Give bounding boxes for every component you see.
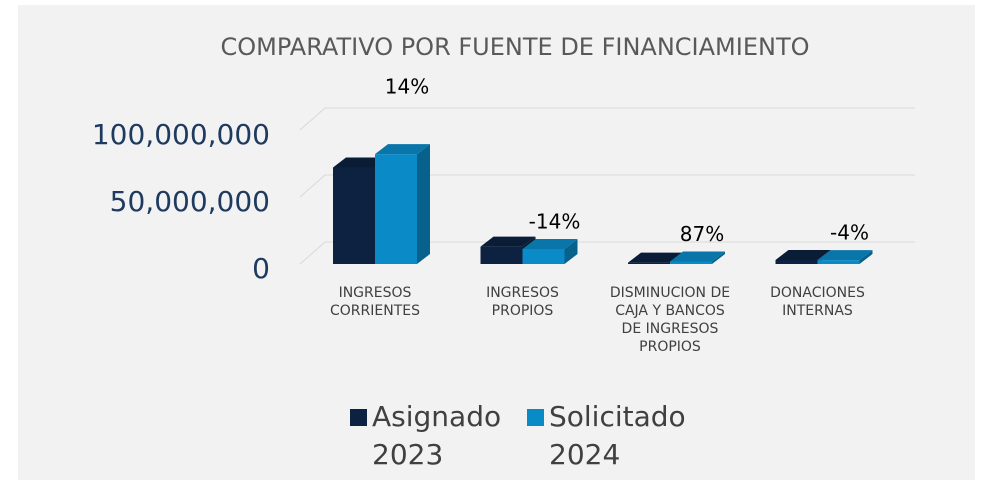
y-tick-label: 100,000,000 xyxy=(92,118,270,151)
bar-front xyxy=(817,260,860,264)
bar-side xyxy=(417,144,430,264)
bar-top xyxy=(522,238,578,249)
change-label: 14% xyxy=(385,75,429,99)
bar-front xyxy=(333,167,375,264)
x-tick-label: INGRESOS PROPIOS xyxy=(486,285,559,319)
legend-swatch xyxy=(527,409,544,426)
x-tick-label: INGRESOS CORRIENTES xyxy=(330,285,420,319)
bar-side xyxy=(712,251,725,264)
legend-label: Solicitado 2024 xyxy=(549,400,686,471)
bar xyxy=(522,238,578,264)
change-label: 87% xyxy=(680,222,724,246)
bar-top xyxy=(670,251,725,262)
bar-front xyxy=(775,259,818,264)
bar-front xyxy=(375,154,417,264)
bar-top xyxy=(333,157,388,168)
bar-front xyxy=(480,246,523,264)
change-label: -14% xyxy=(529,209,581,233)
bar xyxy=(375,144,430,264)
bar-top xyxy=(628,252,683,263)
grid-line xyxy=(299,174,915,198)
change-label: -4% xyxy=(830,221,869,245)
x-tick-label: DONACIONES INTERNAS xyxy=(770,285,865,319)
bar-top xyxy=(775,249,831,260)
bar-front xyxy=(522,248,565,264)
grid-line xyxy=(299,107,915,131)
y-tick-label: 50,000,000 xyxy=(110,185,270,218)
x-tick-label: DISMINUCION DE CAJA Y BANCOS DE INGRESOS… xyxy=(609,285,731,355)
bar-front xyxy=(670,261,712,264)
bar-front xyxy=(628,262,670,264)
bar-side xyxy=(564,238,578,264)
bar xyxy=(817,250,873,264)
chart-title: COMPARATIVO POR FUENTE DE FINANCIAMIENTO xyxy=(220,33,809,61)
y-tick-label: 0 xyxy=(252,252,270,285)
bar-top xyxy=(480,236,536,247)
bar-side xyxy=(859,250,873,264)
grid-line xyxy=(299,241,915,265)
bar xyxy=(670,251,725,264)
legend-swatch xyxy=(350,409,367,426)
bar-top xyxy=(375,144,430,155)
bar-top xyxy=(817,250,873,261)
legend-label: Asignado 2023 xyxy=(372,400,502,471)
